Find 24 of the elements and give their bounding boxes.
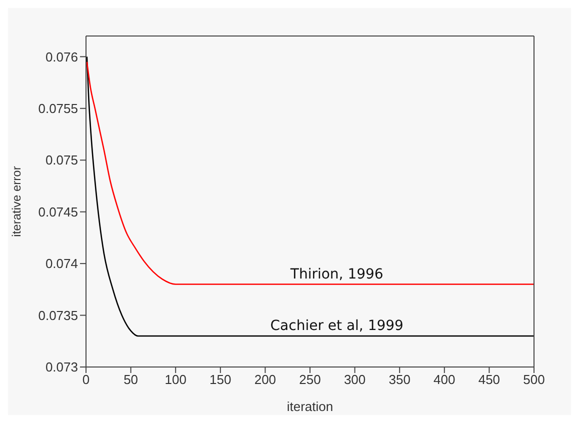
x-tick-label: 450 [478, 372, 500, 388]
series-label: Thirion, 1996 [289, 266, 384, 282]
y-tick-label: 0.0735 [38, 308, 78, 323]
y-tick-label: 0.075 [45, 152, 78, 168]
x-tick-label: 400 [434, 372, 456, 388]
series-label: Cachier et al, 1999 [270, 318, 404, 334]
x-tick-label: 200 [254, 372, 276, 388]
x-tick-label: 100 [164, 372, 186, 388]
y-tick-label: 0.076 [45, 49, 78, 64]
x-tick-label: 0 [82, 372, 90, 388]
y-axis-title: iterative error [9, 166, 24, 237]
line-series [86, 56, 534, 337]
x-tick-label: 250 [299, 372, 321, 388]
x-tick-label: 50 [124, 372, 138, 388]
x-tick-label: 350 [388, 372, 410, 388]
x-tick-label: 300 [344, 372, 366, 388]
y-tick-label: 0.0745 [38, 204, 78, 220]
y-tick-label: 0.073 [45, 360, 78, 375]
y-tick-label: 0.0755 [38, 101, 78, 116]
x-tick-label: 500 [523, 372, 545, 388]
x-axis-title: iteration [286, 399, 334, 414]
y-tick-label: 0.074 [45, 256, 78, 272]
x-tick-label: 150 [210, 372, 232, 388]
line-series [86, 61, 534, 285]
